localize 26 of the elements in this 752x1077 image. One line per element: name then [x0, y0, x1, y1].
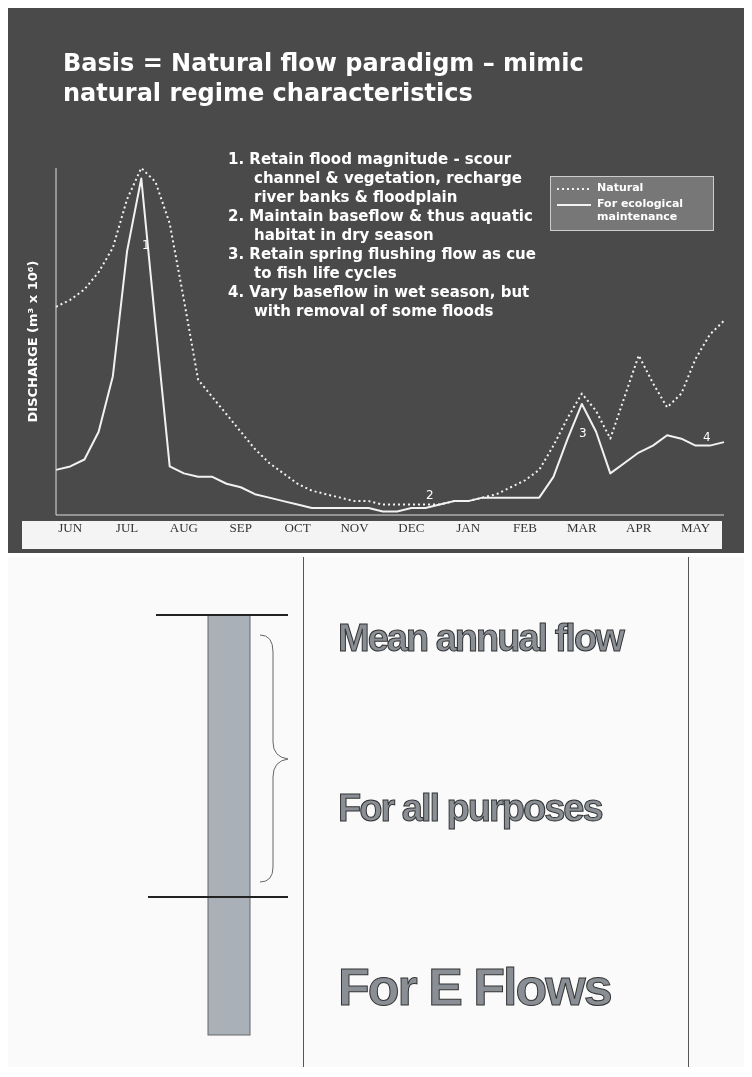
- annotation: 4: [703, 430, 711, 444]
- x-tick-label: MAR: [567, 520, 598, 536]
- x-tick-label: JAN: [456, 520, 481, 536]
- y-axis-title: DISCHARGE (m³ x 10⁶): [24, 260, 40, 423]
- x-tick-label: DEC: [398, 520, 425, 536]
- text: For E Flows: [338, 957, 611, 1017]
- text: For all purposes: [338, 787, 602, 830]
- x-tick-label: JUL: [115, 520, 139, 536]
- x-tick-label: APR: [626, 520, 652, 536]
- legend-label: For ecological maintenance: [597, 197, 685, 223]
- annotation: 2. Maintain baseflow & thus aquatic habitat in dry season: [228, 207, 534, 245]
- legend-label: Natural: [597, 181, 644, 194]
- text: Mean annual flow: [338, 617, 623, 660]
- chart-title: Basis = Natural flow paradigm – mimic natural regime characteristics: [63, 48, 585, 108]
- annotation: 2: [426, 488, 434, 502]
- annotation: 3: [579, 426, 587, 440]
- x-tick-label: SEP: [229, 520, 252, 536]
- x-tick-label: JUN: [58, 520, 83, 536]
- x-tick-label: FEB: [513, 520, 538, 536]
- x-tick-label: MAY: [681, 520, 711, 536]
- x-tick-label: OCT: [284, 520, 311, 536]
- annotation: 1. Retain flood magnitude - scour channel & vegetation, recharge river banks & floodplain: [228, 150, 523, 207]
- x-tick-label: NOV: [340, 520, 370, 536]
- annotation: 4. Vary baseflow in wet season, but with removal of some floods: [228, 283, 531, 321]
- x-tick-label: AUG: [169, 520, 198, 536]
- annotation: 3. Retain spring flushing flow as cue to fish life cycles: [228, 245, 537, 283]
